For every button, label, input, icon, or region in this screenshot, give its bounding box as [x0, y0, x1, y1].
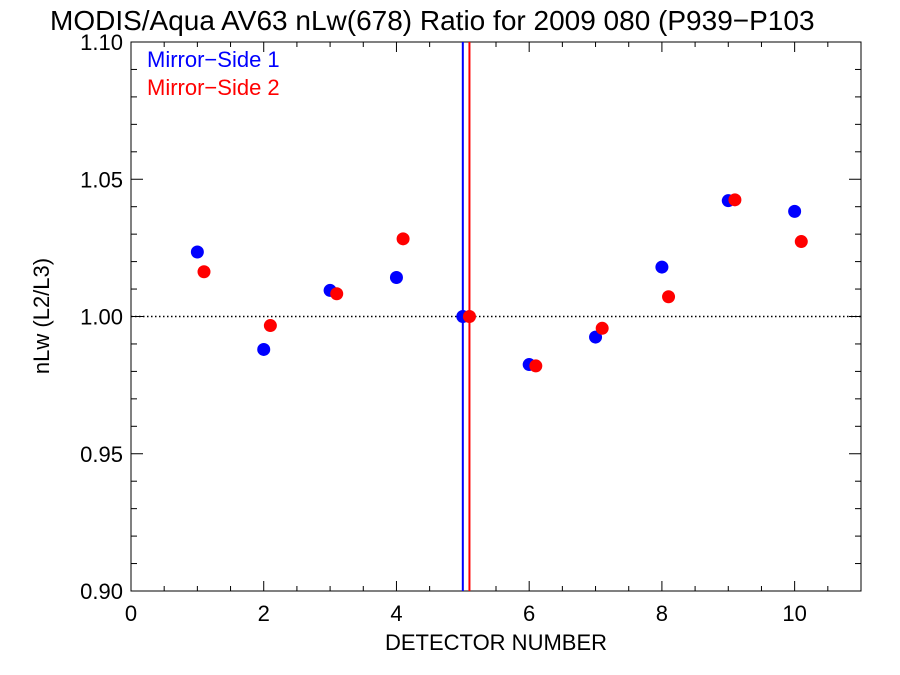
x-tick-label: 10: [782, 601, 806, 626]
point-series-2: [794, 235, 808, 249]
point-series-1: [389, 271, 403, 285]
y-axis-label: nLw (L2/L3): [29, 258, 54, 374]
point-series-2: [197, 265, 211, 279]
x-tick-label: 2: [258, 601, 270, 626]
axis-ticks: [130, 41, 862, 592]
point-series-2: [462, 310, 476, 323]
point-series-2: [728, 193, 742, 207]
point-series-2: [662, 290, 676, 304]
point-series-1: [655, 260, 669, 274]
axis-tick-labels: 0 2 4 6 8 10 0.90 0.95 1.00 1.05 1.10: [80, 30, 807, 626]
legend-mirror-side-2: Mirror−Side 2: [147, 75, 280, 100]
point-series-1: [788, 204, 802, 218]
y-tick-label: 0.95: [80, 442, 123, 467]
point-series-2: [263, 319, 277, 333]
point-series-2: [396, 232, 410, 246]
data-points: [190, 193, 808, 373]
x-tick-label: 4: [390, 601, 402, 626]
x-tick-label: 6: [523, 601, 535, 626]
point-series-2: [330, 287, 344, 301]
y-tick-label: 1.10: [80, 30, 123, 55]
point-series-1: [190, 245, 204, 259]
y-tick-label: 1.00: [80, 305, 123, 330]
x-tick-label: 8: [656, 601, 668, 626]
chart-title: MODIS/Aqua AV63 nLw(678) Ratio for 2009 …: [50, 5, 815, 36]
y-tick-label: 1.05: [80, 167, 123, 192]
y-tick-label: 0.90: [80, 579, 123, 604]
x-tick-label: 0: [125, 601, 137, 626]
point-series-2: [529, 359, 543, 373]
point-series-2: [595, 321, 609, 335]
legend-mirror-side-1: Mirror−Side 1: [147, 47, 280, 72]
x-axis-label: DETECTOR NUMBER: [385, 630, 607, 655]
point-series-1: [257, 342, 271, 356]
